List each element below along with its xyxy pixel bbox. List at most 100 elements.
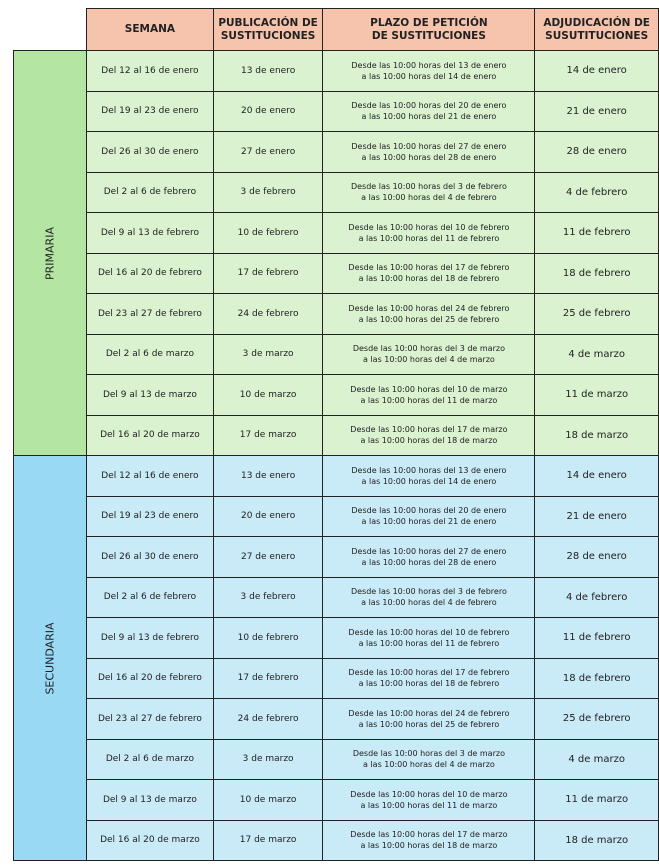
table-row: Del 16 al 20 de febrero 17 de febrero Desd… bbox=[14, 252, 659, 294]
adjudicacion-cell: 28 de enero bbox=[534, 536, 659, 578]
plazo-cell: Desde las 10:00 horas del 10 de febrero … bbox=[322, 617, 536, 659]
plazo-cell: Desde las 10:00 horas del 10 de marzo a … bbox=[322, 374, 536, 416]
semana-cell: Del 2 al 6 de febrero bbox=[86, 576, 214, 618]
adjudicacion-cell: 4 de febrero bbox=[534, 576, 659, 618]
semana-cell: Del 16 al 20 de marzo bbox=[86, 819, 214, 861]
semana-cell: Del 12 al 16 de enero bbox=[86, 455, 214, 497]
publicacion-cell: 17 de febrero bbox=[212, 657, 324, 699]
table-row: Del 26 al 30 de enero 27 de enero Desde la… bbox=[14, 536, 659, 578]
header-plazo: PLAZO DE PETICIÓN DE SUSTITUCIONES bbox=[322, 8, 536, 51]
table-row: Del 26 al 30 de enero 27 de enero Desde la… bbox=[14, 131, 659, 173]
semana-cell: Del 9 al 13 de marzo bbox=[86, 779, 214, 821]
publicacion-cell: 27 de enero bbox=[212, 536, 324, 578]
adjudicacion-cell: 14 de enero bbox=[534, 455, 659, 497]
table-row: Del 19 al 23 de enero 20 de enero Desde la… bbox=[14, 90, 659, 132]
publicacion-cell: 13 de enero bbox=[212, 50, 324, 92]
plazo-cell: Desde las 10:00 horas del 17 de marzo a … bbox=[322, 819, 536, 861]
publicacion-cell: 10 de febrero bbox=[212, 212, 324, 254]
publicacion-cell: 17 de marzo bbox=[212, 819, 324, 861]
header-adjudicacion: ADJUDICACIÓN DE SUSUTITUCIONES bbox=[534, 8, 659, 51]
plazo-cell: Desde las 10:00 horas del 17 de febrero … bbox=[322, 657, 536, 699]
publicacion-cell: 3 de marzo bbox=[212, 333, 324, 375]
table-row: Del 9 al 13 de febrero 10 de febrero Desde… bbox=[14, 617, 659, 659]
adjudicacion-cell: 4 de marzo bbox=[534, 333, 659, 375]
plazo-cell: Desde las 10:00 horas del 13 de enero a … bbox=[322, 50, 536, 92]
adjudicacion-cell: 18 de febrero bbox=[534, 252, 659, 294]
table-row: Del 2 al 6 de marzo 3 de marzo Desde las 1… bbox=[14, 738, 659, 780]
table-row: Del 9 al 13 de febrero 10 de febrero Desde… bbox=[14, 212, 659, 254]
table-row: Del 23 al 27 de febrero 24 de febrero Desd… bbox=[14, 293, 659, 335]
adjudicacion-cell: 18 de febrero bbox=[534, 657, 659, 699]
header-blank bbox=[13, 8, 87, 51]
publicacion-cell: 20 de enero bbox=[212, 90, 324, 132]
plazo-cell: Desde las 10:00 horas del 27 de enero a … bbox=[322, 131, 536, 173]
semana-cell: Del 2 al 6 de marzo bbox=[86, 738, 214, 780]
table-row: Del 23 al 27 de febrero 24 de febrero Desd… bbox=[14, 698, 659, 740]
table-row: Del 9 al 13 de marzo 10 de marzo Desde las… bbox=[14, 779, 659, 821]
publicacion-cell: 10 de marzo bbox=[212, 779, 324, 821]
adjudicacion-cell: 4 de febrero bbox=[534, 171, 659, 213]
semana-cell: Del 16 al 20 de febrero bbox=[86, 657, 214, 699]
publicacion-cell: 27 de enero bbox=[212, 131, 324, 173]
adjudicacion-cell: 25 de febrero bbox=[534, 293, 659, 335]
semana-cell: Del 2 al 6 de marzo bbox=[86, 333, 214, 375]
publicacion-cell: 3 de febrero bbox=[212, 576, 324, 618]
group-label-cell: PRIMARIA bbox=[12, 50, 88, 456]
table-row: Del 2 al 6 de febrero 3 de febrero Desde l… bbox=[14, 576, 659, 618]
publicacion-cell: 3 de febrero bbox=[212, 171, 324, 213]
adjudicacion-cell: 18 de marzo bbox=[534, 414, 659, 456]
semana-cell: Del 2 al 6 de febrero bbox=[86, 171, 214, 213]
adjudicacion-cell: 4 de marzo bbox=[534, 738, 659, 780]
semana-cell: Del 9 al 13 de febrero bbox=[86, 212, 214, 254]
plazo-cell: Desde las 10:00 horas del 17 de febrero … bbox=[322, 252, 536, 294]
table-row: Del 16 al 20 de febrero 17 de febrero Desd… bbox=[14, 657, 659, 699]
header-row: SEMANA PUBLICACIÓN DE SUSTITUCIONES PLAZ… bbox=[13, 8, 659, 51]
semana-cell: Del 9 al 13 de marzo bbox=[86, 374, 214, 416]
schedule-table: SEMANA PUBLICACIÓN DE SUSTITUCIONES PLAZ… bbox=[12, 8, 659, 861]
header-publicacion: PUBLICACIÓN DE SUSTITUCIONES bbox=[212, 8, 324, 51]
adjudicacion-cell: 21 de enero bbox=[534, 495, 659, 537]
semana-cell: Del 26 al 30 de enero bbox=[86, 536, 214, 578]
table-row: Del 16 al 20 de marzo 17 de marzo Desde la… bbox=[14, 414, 659, 456]
semana-cell: Del 16 al 20 de febrero bbox=[86, 252, 214, 294]
table-row: Del 2 al 6 de febrero 3 de febrero Desde l… bbox=[14, 171, 659, 213]
publicacion-cell: 24 de febrero bbox=[212, 698, 324, 740]
semana-cell: Del 23 al 27 de febrero bbox=[86, 698, 214, 740]
publicacion-cell: 10 de febrero bbox=[212, 617, 324, 659]
table-row: Del 2 al 6 de marzo 3 de marzo Desde las 1… bbox=[14, 333, 659, 375]
adjudicacion-cell: 14 de enero bbox=[534, 50, 659, 92]
semana-cell: Del 16 al 20 de marzo bbox=[86, 414, 214, 456]
table-body: PRIMARIA Del 12 al 16 de enero 13 de enero… bbox=[12, 50, 659, 861]
adjudicacion-cell: 25 de febrero bbox=[534, 698, 659, 740]
semana-cell: Del 19 al 23 de enero bbox=[86, 495, 214, 537]
plazo-cell: Desde las 10:00 horas del 13 de enero a … bbox=[322, 455, 536, 497]
semana-cell: Del 19 al 23 de enero bbox=[86, 90, 214, 132]
publicacion-cell: 17 de febrero bbox=[212, 252, 324, 294]
publicacion-cell: 20 de enero bbox=[212, 495, 324, 537]
table-row: Del 19 al 23 de enero 20 de enero Desde la… bbox=[14, 495, 659, 537]
plazo-cell: Desde las 10:00 horas del 17 de marzo a … bbox=[322, 414, 536, 456]
plazo-cell: Desde las 10:00 horas del 3 de marzo a l… bbox=[322, 738, 536, 780]
semana-cell: Del 23 al 27 de febrero bbox=[86, 293, 214, 335]
semana-cell: Del 26 al 30 de enero bbox=[86, 131, 214, 173]
adjudicacion-cell: 21 de enero bbox=[534, 90, 659, 132]
plazo-cell: Desde las 10:00 horas del 10 de febrero … bbox=[322, 212, 536, 254]
group-label: PRIMARIA bbox=[43, 226, 57, 280]
group-label-cell: SECUNDARIA bbox=[12, 455, 88, 861]
plazo-cell: Desde las 10:00 horas del 3 de marzo a l… bbox=[322, 333, 536, 375]
adjudicacion-cell: 11 de febrero bbox=[534, 617, 659, 659]
plazo-cell: Desde las 10:00 horas del 27 de enero a … bbox=[322, 536, 536, 578]
adjudicacion-cell: 11 de febrero bbox=[534, 212, 659, 254]
plazo-cell: Desde las 10:00 horas del 3 de febrero a… bbox=[322, 171, 536, 213]
plazo-cell: Desde las 10:00 horas del 20 de enero a … bbox=[322, 90, 536, 132]
header-semana: SEMANA bbox=[86, 8, 214, 51]
table-row: Del 16 al 20 de marzo 17 de marzo Desde la… bbox=[14, 819, 659, 861]
group-label: SECUNDARIA bbox=[43, 621, 57, 695]
publicacion-cell: 13 de enero bbox=[212, 455, 324, 497]
semana-cell: Del 12 al 16 de enero bbox=[86, 50, 214, 92]
plazo-cell: Desde las 10:00 horas del 10 de marzo a … bbox=[322, 779, 536, 821]
adjudicacion-cell: 28 de enero bbox=[534, 131, 659, 173]
plazo-cell: Desde las 10:00 horas del 3 de febrero a… bbox=[322, 576, 536, 618]
publicacion-cell: 24 de febrero bbox=[212, 293, 324, 335]
table-row: SECUNDARIA Del 12 al 16 de enero 13 de ene… bbox=[12, 455, 659, 861]
